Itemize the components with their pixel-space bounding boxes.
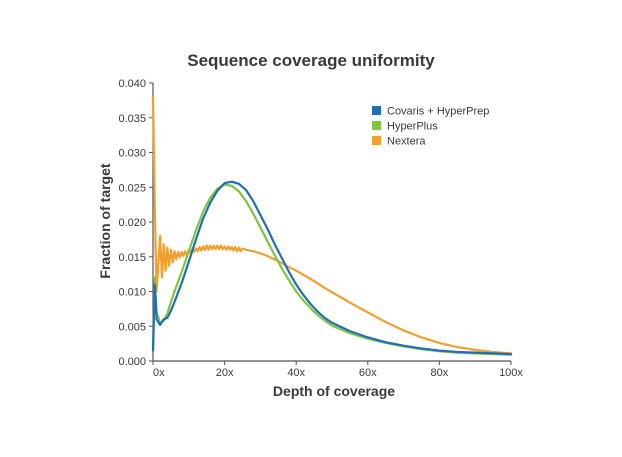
legend-label-nextera: Nextera (387, 136, 426, 148)
legend-label-hyperplus: HyperPlus (387, 121, 438, 133)
y-tick-label: 0.005 (118, 321, 146, 333)
y-axis: 0.000 0.005 0.010 0.015 0.020 0.025 0.030 0.035… (118, 78, 154, 368)
x-tick-label: 80x (431, 367, 449, 379)
y-axis-label: Fraction of target (97, 163, 113, 278)
y-tick-label: 0.010 (118, 287, 146, 299)
series-line-covaris-hyperprep (151, 180, 513, 356)
legend-swatch-covaris-hyperprep (372, 106, 381, 115)
y-tick-label: 0.035 (118, 113, 146, 125)
y-tick-label: 0.000 (118, 356, 146, 368)
y-tick-label: 0.025 (118, 182, 146, 194)
series-line-nextera (151, 95, 513, 355)
chart-title: Sequence coverage uniformity (187, 51, 435, 70)
legend-label-covaris-hyperprep: Covaris + HyperPrep (387, 106, 489, 118)
y-tick-label: 0.030 (118, 148, 146, 160)
legend-swatch-hyperplus (372, 121, 381, 130)
y-tick-label: 0.015 (118, 252, 146, 264)
x-axis: 0x 20x 40x 60x 80x 100x (152, 360, 523, 379)
x-tick-label: 100x (499, 367, 523, 379)
y-tick-label: 0.040 (118, 78, 146, 90)
x-tick-label: 20x (216, 367, 234, 379)
x-tick-label: 0x (153, 367, 165, 379)
x-tick-label: 40x (287, 367, 305, 379)
y-tick-label: 0.020 (118, 217, 146, 229)
x-axis-label: Depth of coverage (273, 383, 395, 399)
x-tick-label: 60x (359, 367, 377, 379)
legend-swatch-nextera (372, 136, 381, 145)
series-lines (151, 95, 513, 356)
legend: Covaris + HyperPrep HyperPlus Nextera (372, 106, 489, 148)
